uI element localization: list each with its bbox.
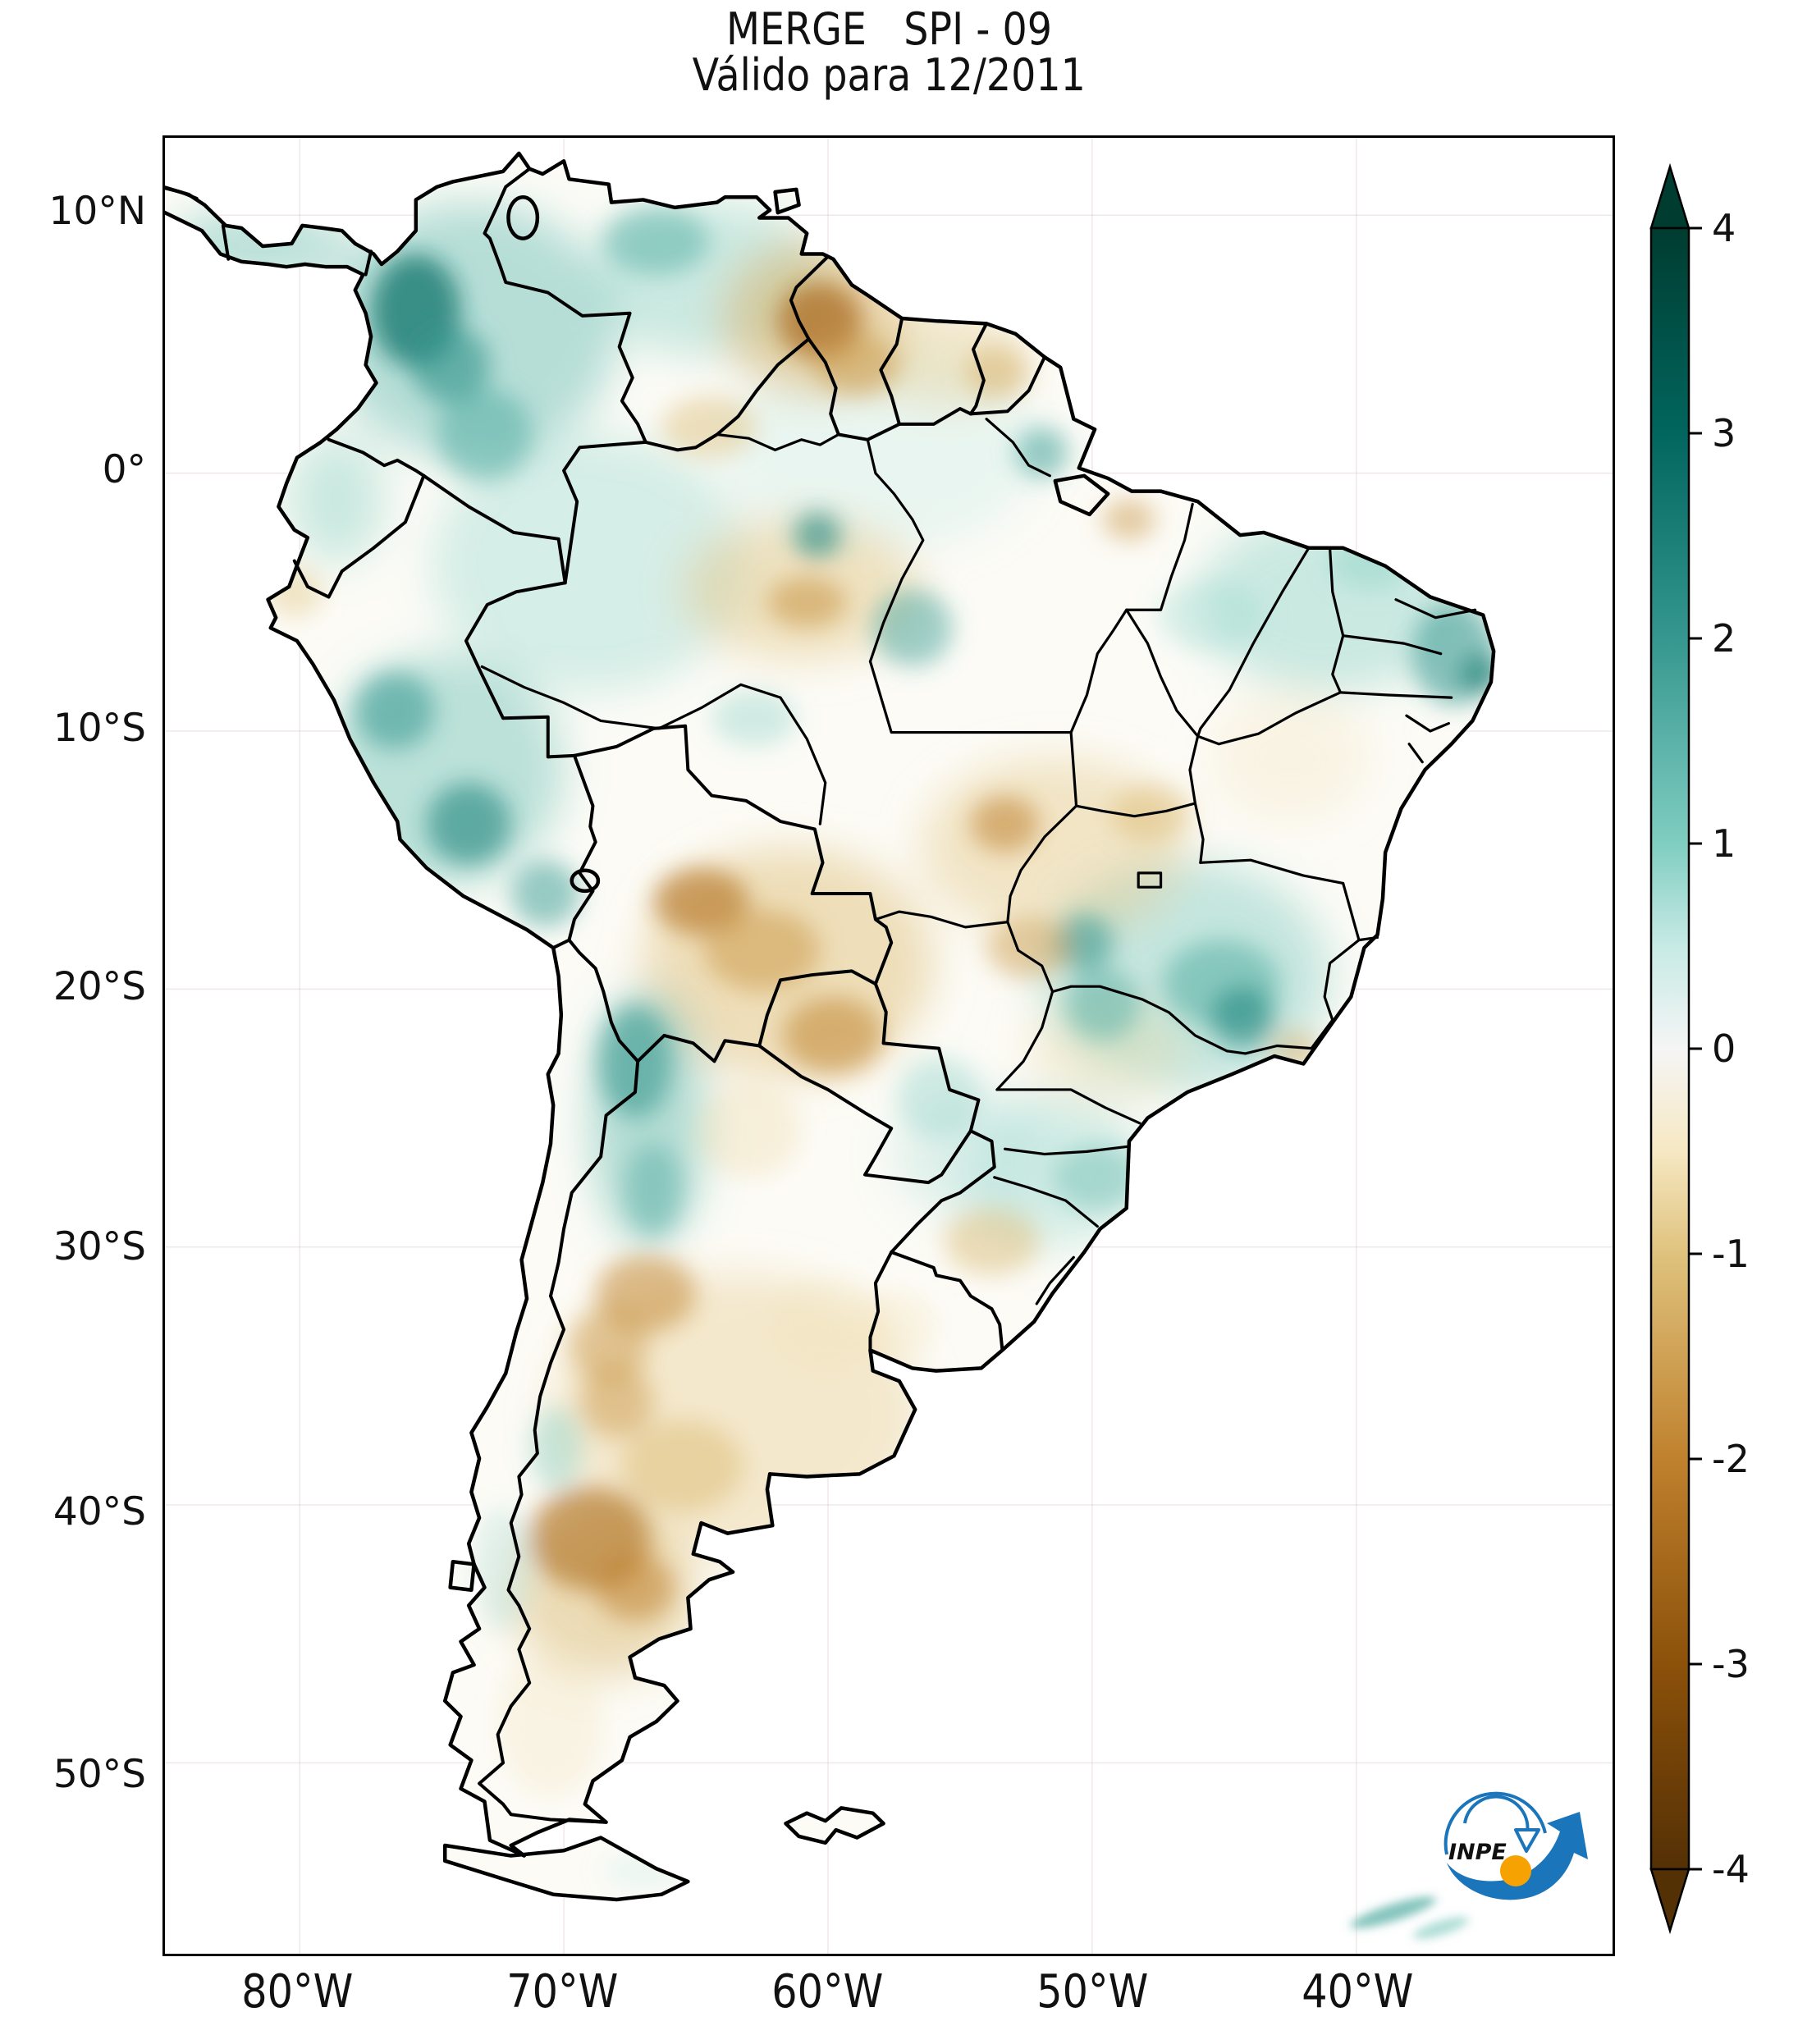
lat-label-50S: 50°S [53,1752,146,1797]
logo-swoosh-arrow [1447,1812,1588,1900]
lat-label-0: 0° [102,447,146,492]
lat-label-10S: 10°S [53,706,146,751]
svg-text:-2: -2 [1712,1437,1750,1481]
lon-label-40W: 40°W [1301,1965,1414,2019]
inpe-logo: INPE [1443,1791,1588,1900]
lagoa-dos-patos [1036,1257,1073,1304]
svg-text:2: 2 [1712,616,1736,661]
logo-inpe-text: INPE [1448,1840,1507,1865]
colorbar-gradient-bar [1649,226,1690,1871]
lon-label-50W: 50°W [1036,1965,1149,2019]
figure-subtitle: Válido para 12/2011 [162,53,1615,98]
colorbar-upper-arrow [1649,162,1690,230]
figure-title: MERGE SPI - 09 [162,7,1615,53]
lon-label-60W: 60°W [771,1965,884,2019]
lon-label-70W: 70°W [506,1965,619,2019]
figure-subtitle-text: Válido para 12/2011 [692,49,1086,101]
lake-maracaibo [508,197,537,238]
distrito-federal-outline [1138,873,1160,887]
map-axes-frame [162,135,1615,1956]
lat-label-20S: 20°S [53,964,146,1009]
tierra-del-fuego-island [445,1838,688,1900]
logo-orange-sphere [1500,1855,1531,1886]
svg-text:1: 1 [1712,821,1736,866]
logo-inner-ring-arc [1463,1795,1530,1834]
svg-text:3: 3 [1712,411,1736,455]
country-borders [165,169,1045,1822]
lake-titicaca [572,871,598,891]
colorbar-lower-arrow [1649,1868,1690,1935]
lat-label-30S: 30°S [53,1224,146,1269]
colorbar-tick-labels: 4 3 2 1 0 -1 -2 -3 -4 [1712,206,1750,1891]
svg-text:-3: -3 [1712,1642,1750,1686]
figure-title-text: MERGE SPI - 09 [725,3,1052,55]
spi-colorbar: 4 3 2 1 0 -1 -2 -3 -4 [1649,162,1750,1935]
lon-label-80W: 80°W [240,1965,354,2019]
svg-text:-4: -4 [1712,1847,1750,1891]
south-america-spi-map [165,138,1613,1954]
coastlines [165,153,1494,1900]
marajo-island [1055,476,1108,514]
lat-label-40S: 40°S [53,1489,146,1534]
spi-raster-field [165,153,1494,1900]
ocean-spi-streaks [1350,1896,1469,1940]
svg-text:-1: -1 [1712,1232,1750,1276]
state-borders [482,419,1475,1304]
logo-outer-ring-arc [1443,1791,1547,1855]
svg-text:0: 0 [1712,1027,1736,1071]
colorbar-ticks [1689,226,1702,1871]
logo-down-arrowhead [1514,1828,1540,1853]
trinidad-island [775,190,799,213]
chiloe-island [451,1562,474,1590]
falkland-islands [785,1808,883,1842]
lat-label-10N: 10°N [48,189,146,234]
svg-text:4: 4 [1712,206,1736,250]
